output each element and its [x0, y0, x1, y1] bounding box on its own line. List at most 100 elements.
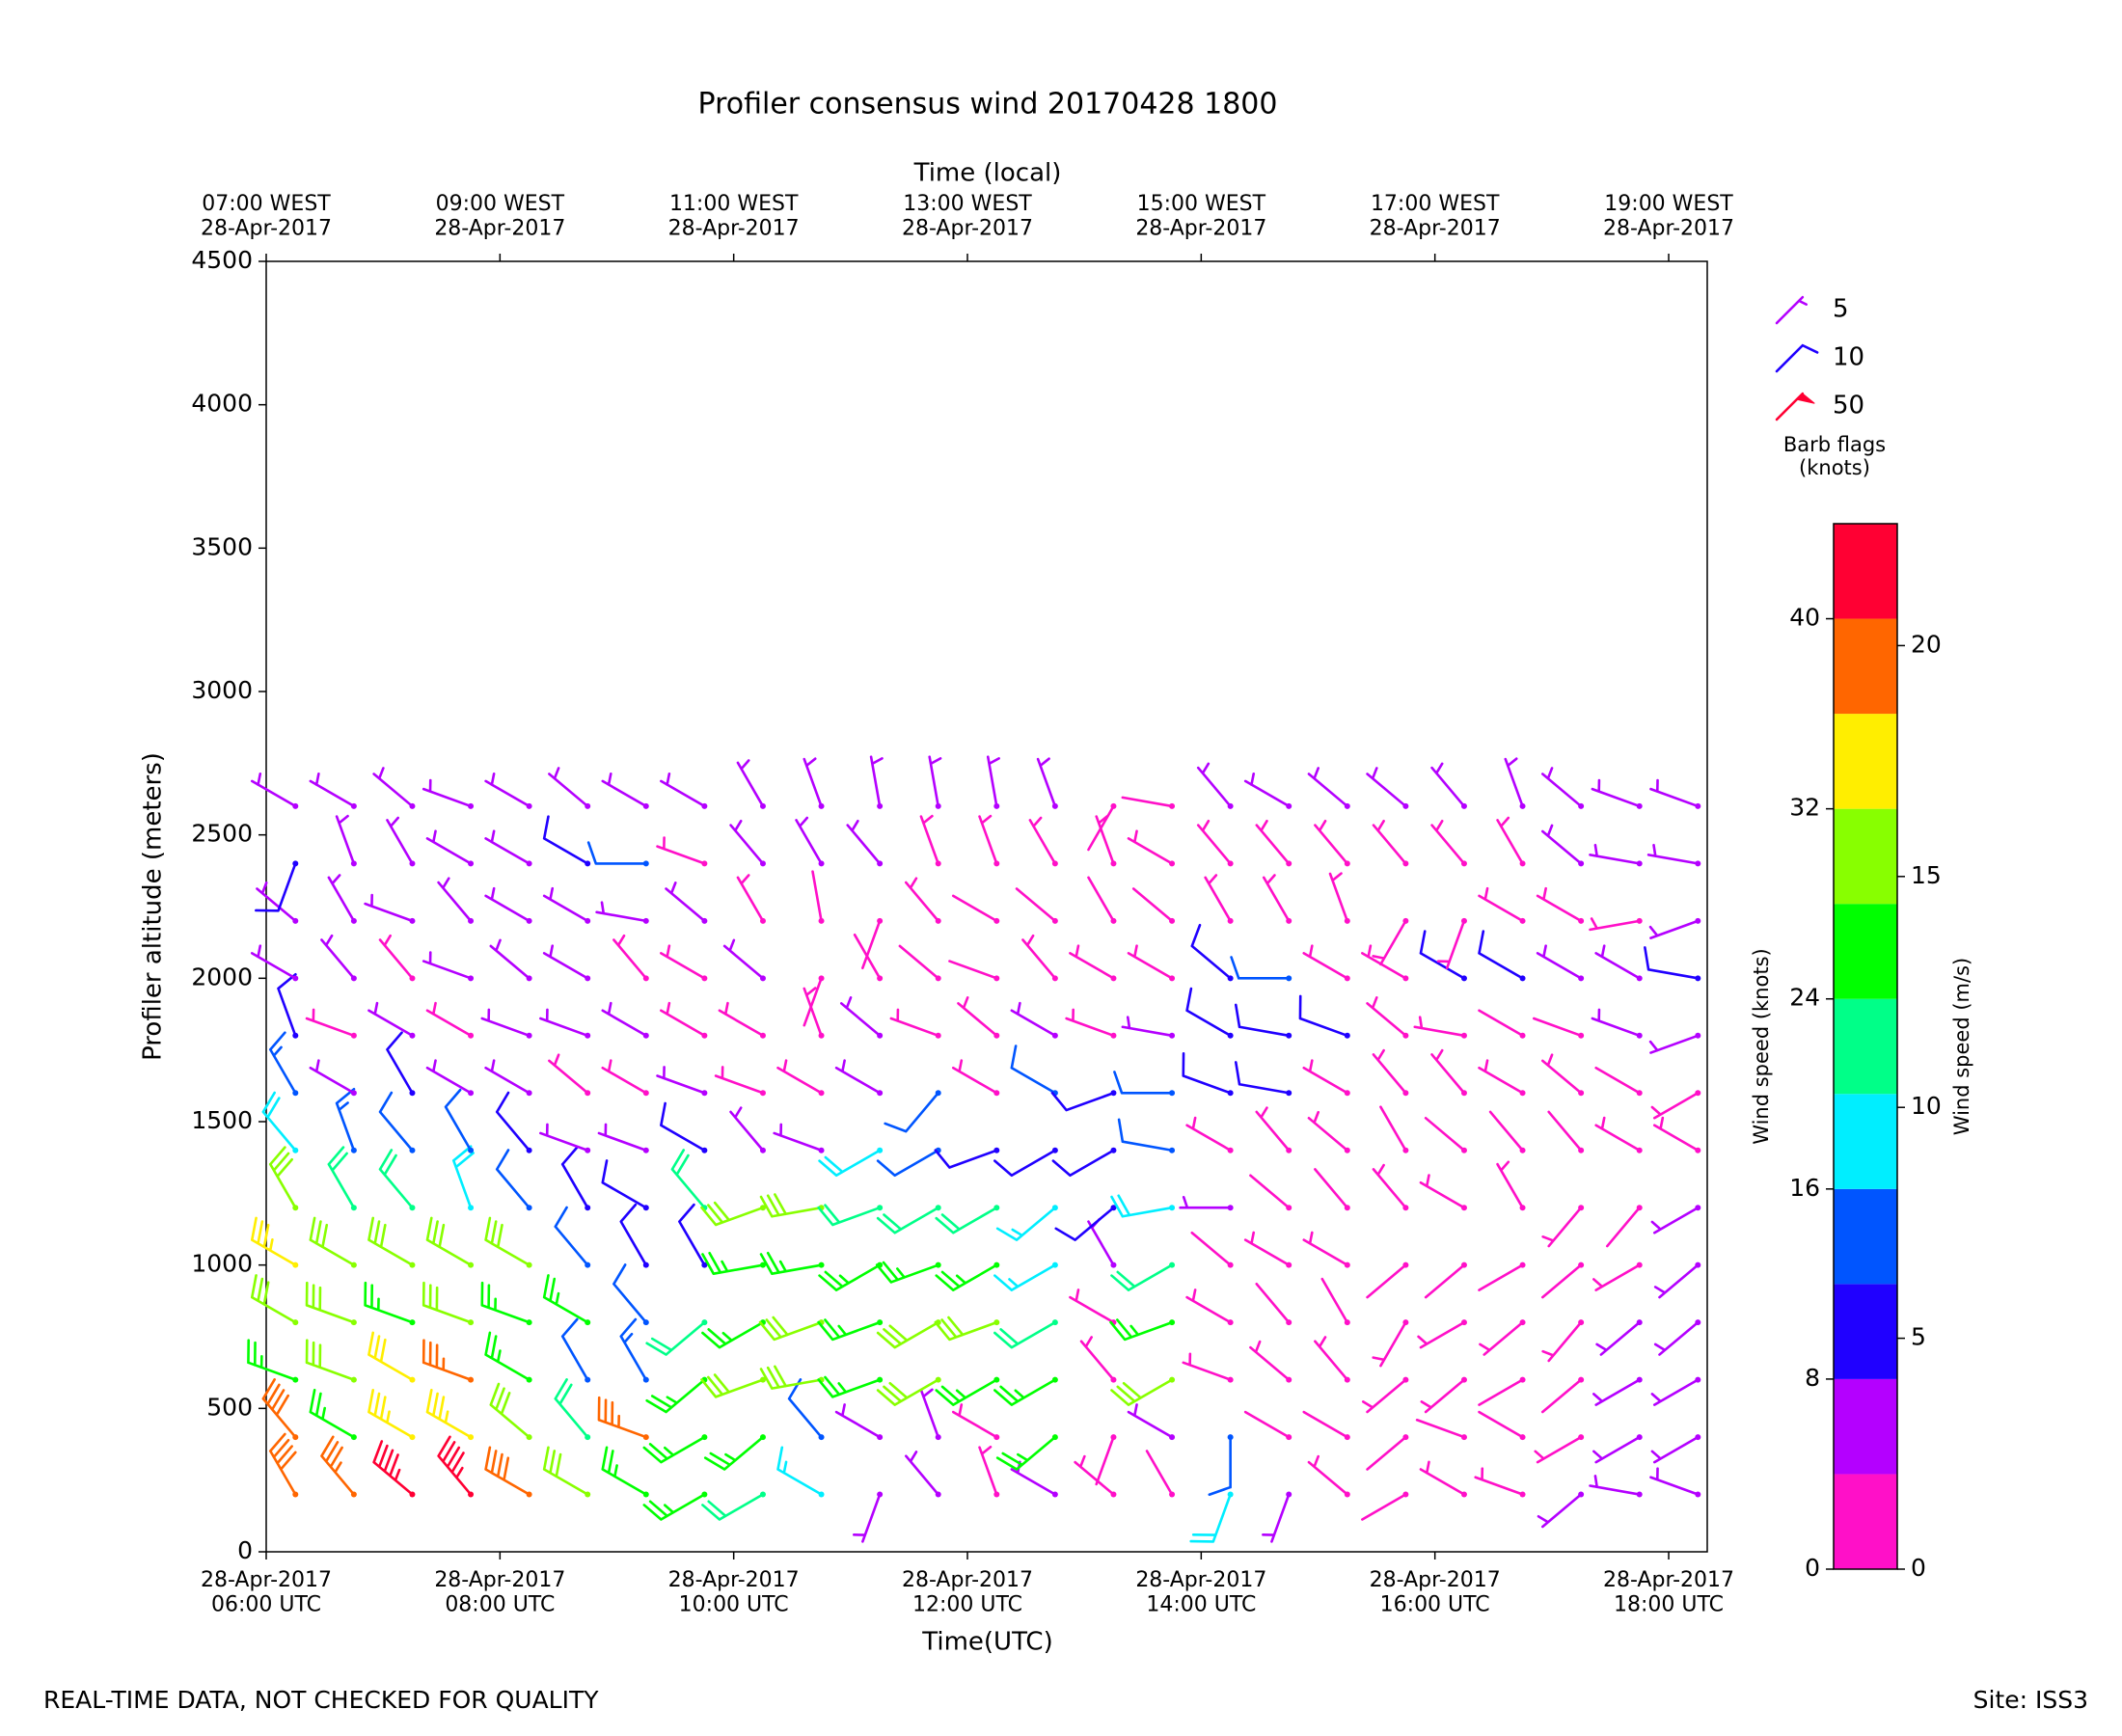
barb-line — [1541, 767, 1583, 808]
colorbar-segment — [1834, 808, 1897, 905]
barb-line — [642, 1435, 706, 1464]
wind-barb — [1532, 1017, 1585, 1039]
barb-line — [309, 1216, 356, 1266]
barb-line — [656, 1066, 706, 1095]
barb-line — [1361, 944, 1407, 980]
barb-line — [656, 836, 706, 865]
barb-line — [1652, 1116, 1700, 1153]
barb-line — [1595, 1320, 1642, 1356]
wind-barb — [1131, 887, 1176, 924]
barb-line — [378, 934, 414, 980]
wind-barb — [1430, 1048, 1467, 1097]
wind-barb — [1255, 1283, 1292, 1326]
barb-line — [542, 944, 589, 980]
barb-line — [554, 1206, 589, 1266]
barb-line — [919, 1388, 940, 1439]
wind-barb — [1478, 886, 1526, 924]
barb-line — [729, 819, 765, 865]
barb-line — [995, 1206, 1057, 1241]
barb-line — [986, 755, 1000, 808]
wind-barb — [1208, 1434, 1234, 1497]
wind-barb — [1606, 1205, 1643, 1248]
barb-line — [670, 1149, 706, 1209]
barb-line — [372, 1440, 414, 1496]
barb-line — [1050, 1091, 1115, 1112]
barb-line — [261, 1378, 297, 1439]
barb-line — [1366, 1435, 1407, 1471]
barb-line — [1307, 1454, 1349, 1496]
barb-line — [1069, 1288, 1115, 1324]
barb-line — [367, 1389, 414, 1439]
wind-barb — [876, 1205, 941, 1234]
barb-line — [335, 814, 356, 865]
barb-line — [948, 960, 998, 980]
wind-barb — [1054, 1205, 1117, 1241]
wind-barb — [861, 917, 884, 970]
wind-barb — [1372, 1048, 1409, 1097]
wind-barb — [660, 1001, 708, 1039]
barb-line — [542, 886, 589, 923]
wind-barb — [1650, 1434, 1701, 1464]
wind-barb — [817, 1204, 884, 1227]
wind-barb — [993, 1147, 1058, 1178]
wind-barb — [642, 1491, 708, 1521]
wind-barb — [1372, 819, 1409, 867]
barb-line — [367, 1216, 414, 1266]
barb-line — [701, 1320, 765, 1349]
wind-barb — [1095, 814, 1117, 867]
barb-line — [542, 1274, 589, 1324]
barb-line — [268, 1146, 297, 1209]
wind-barb — [736, 874, 766, 924]
wind-barb — [1541, 1319, 1585, 1363]
barb-line — [386, 816, 414, 865]
wind-barb — [1255, 819, 1292, 867]
barb-line — [1328, 872, 1349, 923]
wind-barb — [1298, 994, 1350, 1039]
barb-line — [1095, 1435, 1115, 1486]
x2-tick-label: 15:00 WEST 28-Apr-2017 — [1135, 192, 1266, 240]
wind-barb — [372, 1440, 416, 1498]
wind-barb — [1314, 1336, 1350, 1383]
barb-line — [1430, 1048, 1466, 1095]
colorbar-segment — [1834, 998, 1897, 1095]
wind-barb — [787, 1378, 825, 1441]
wind-barb — [1179, 1195, 1234, 1211]
colorbar-frame — [1833, 523, 1898, 1570]
wind-barb — [495, 1149, 532, 1211]
wind-barb — [261, 1091, 299, 1153]
wind-barb — [484, 829, 532, 867]
barb-line — [834, 1403, 882, 1439]
barb-line — [1424, 1263, 1466, 1299]
wind-barb — [660, 772, 708, 809]
barb-line — [1650, 1206, 1700, 1234]
wind-barb — [480, 1281, 532, 1326]
wind-barb — [1117, 1118, 1176, 1153]
wind-barb — [601, 1159, 649, 1211]
wind-barb — [309, 772, 357, 809]
barb-line — [1775, 343, 1819, 373]
wind-barb — [1015, 887, 1058, 924]
barb-line — [422, 778, 473, 808]
wind-barb — [1592, 1261, 1643, 1291]
barb-line — [660, 1101, 706, 1153]
wind-barb — [268, 1146, 299, 1211]
x-axis-title: Time(UTC) — [921, 1628, 1052, 1657]
barb-line — [884, 1091, 940, 1133]
x2-tick-label: 17:00 WEST 28-Apr-2017 — [1370, 192, 1501, 240]
barb-line — [1532, 1017, 1583, 1038]
wind-barb — [1190, 923, 1234, 982]
wind-barb — [335, 814, 357, 867]
barb-line — [309, 1059, 356, 1095]
barb-line — [484, 829, 530, 865]
wind-barb — [386, 1031, 416, 1097]
barb-line — [1420, 1378, 1466, 1414]
barb-line — [484, 886, 530, 923]
wind-barb — [1069, 1288, 1117, 1326]
wind-barb — [425, 1216, 475, 1268]
x-tick-label: 28-Apr-2017 16:00 UTC — [1370, 1568, 1501, 1616]
wind-barb — [327, 874, 357, 924]
barb-line — [560, 1317, 589, 1381]
wind-barb — [367, 1001, 416, 1039]
wind-barb — [619, 1203, 649, 1268]
wind-barb — [665, 882, 708, 924]
